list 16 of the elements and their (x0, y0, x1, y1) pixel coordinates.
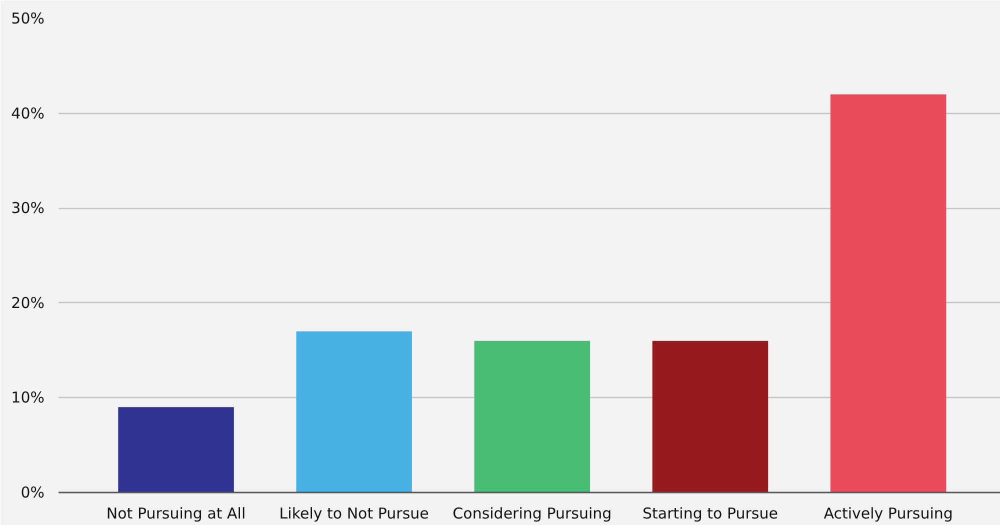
bar (652, 340, 768, 492)
x-tick-label: Considering Pursuing (452, 504, 612, 522)
y-tick-label: 50% (11, 10, 45, 28)
x-tick-label: Actively Pursuing (824, 504, 953, 522)
x-tick-label: Likely to Not Pursue (279, 504, 429, 522)
bar (830, 94, 946, 492)
y-tick-label: 10% (11, 388, 45, 407)
x-tick-label: Not Pursuing at All (106, 504, 246, 522)
y-tick-label: 20% (11, 294, 45, 312)
y-tick-label: 40% (11, 104, 45, 122)
bar (474, 340, 590, 492)
y-tick-label: 30% (11, 199, 45, 218)
bar (296, 331, 412, 492)
bar (118, 407, 234, 492)
y-tick-label: 0% (20, 484, 44, 502)
x-tick-label: Starting to Pursue (642, 504, 778, 522)
